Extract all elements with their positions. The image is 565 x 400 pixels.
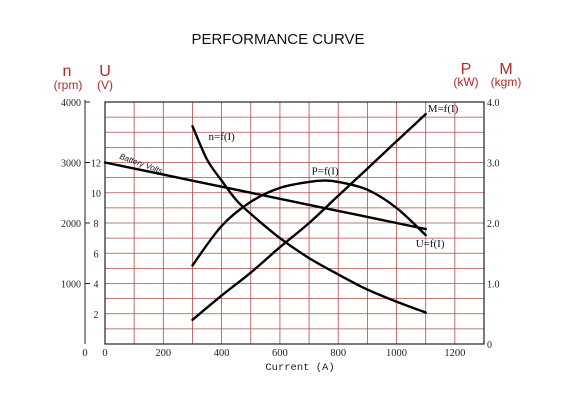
tick-label-right: 0 [487, 340, 492, 351]
tick-label-x: 200 [155, 348, 171, 359]
tick-label-u: 2 [94, 310, 99, 321]
series-label-u: U=f(I) [416, 238, 445, 250]
tick-label-x: 1200 [444, 348, 465, 359]
plot-frame [104, 101, 485, 345]
axis-n-symbol: n [63, 63, 72, 80]
tick-label-right: 4.0 [487, 98, 500, 109]
axis-m-symbol: M [499, 61, 512, 78]
tick-label-right: 1.0 [487, 280, 500, 291]
tick-label-u: 10 [91, 189, 101, 200]
chart-title: PERFORMANCE CURVE [191, 31, 364, 48]
tick-label-u: 8 [94, 219, 99, 230]
series-label-m: M=f(I) [428, 103, 459, 115]
axis-u-symbol: U [99, 63, 111, 80]
axis-u-unit: (V) [97, 78, 113, 92]
tick-label-u: 6 [94, 249, 99, 260]
tick-label-u: 4 [94, 280, 99, 291]
tick-label-n: 3000 [61, 159, 81, 170]
series-label-n: n=f(I) [208, 131, 235, 143]
series-line-u-f-i [103, 161, 427, 231]
axis-n-unit: (rpm) [54, 78, 83, 92]
battery-volts-annotation: Battery Volts [118, 152, 163, 176]
axis-p-symbol: P [461, 61, 472, 78]
series-label-p: P=f(I) [312, 166, 339, 178]
chart-series [103, 112, 427, 321]
series-line-m-f-i [191, 112, 427, 321]
axis-p-unit: (kW) [453, 75, 478, 89]
tick-label-n: 2000 [61, 219, 81, 230]
tick-label-x: 800 [330, 348, 346, 359]
tick-label-right: 2.0 [487, 219, 500, 230]
tick-label-x-origin: 0 [82, 348, 87, 359]
axis-m-unit: (kgm) [491, 75, 522, 89]
series-line-n-f-i [191, 125, 427, 314]
x-axis-label: Current (A) [265, 362, 334, 374]
tick-label-x: 400 [214, 348, 230, 359]
axis-ticks: 1000 2000 3000 4000 2 4 6 8 10 12 0 1.0 2.0 3.0 4.0 0 0 2… [61, 98, 500, 359]
tick-label-x: 600 [272, 348, 288, 359]
series-line-p-f-i [191, 179, 427, 267]
tick-label-n: 1000 [61, 280, 81, 291]
tick-label-n: 4000 [61, 98, 81, 109]
tick-label-x: 1000 [386, 348, 407, 359]
tick-label-x: 0 [102, 348, 107, 359]
chart-grid [104, 101, 485, 345]
tick-label-right: 3.0 [487, 159, 500, 170]
tick-label-u: 12 [91, 159, 101, 170]
